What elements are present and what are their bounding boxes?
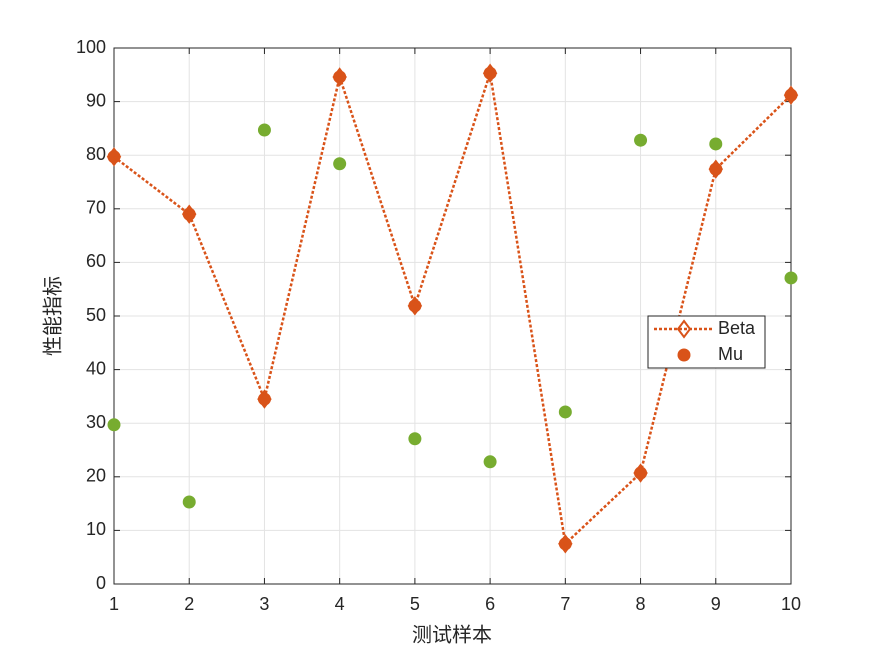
marker-circle — [483, 455, 497, 469]
marker-circle — [408, 432, 422, 446]
marker-circle — [257, 123, 271, 137]
y-tick-label: 10 — [86, 519, 106, 539]
legend-label: Beta — [718, 318, 756, 338]
x-tick-label: 4 — [335, 594, 345, 614]
marker-diamond — [783, 85, 799, 105]
y-axis-label: 性能指标 — [41, 276, 64, 356]
marker-circle — [558, 405, 572, 419]
x-tick-label: 7 — [560, 594, 570, 614]
y-tick-label: 0 — [96, 573, 106, 593]
marker-circle — [709, 162, 723, 176]
x-tick-label: 8 — [636, 594, 646, 614]
y-tick-label: 40 — [86, 358, 106, 378]
marker-circle — [709, 137, 723, 151]
y-tick-label: 30 — [86, 412, 106, 432]
y-tick-label: 70 — [86, 198, 106, 218]
marker-diamond — [257, 389, 272, 409]
marker-diamond — [633, 463, 648, 483]
x-tick-label: 6 — [485, 594, 495, 614]
marker-circle — [257, 392, 271, 406]
marker-diamond — [676, 319, 692, 339]
marker-circle — [677, 348, 691, 362]
marker-diamond — [181, 204, 197, 224]
x-tick-label: 9 — [711, 594, 721, 614]
marker-circle — [107, 418, 121, 432]
y-tick-label: 60 — [86, 251, 106, 271]
marker-circle — [333, 157, 347, 171]
marker-diamond — [558, 534, 573, 554]
legend-label: Mu — [718, 344, 743, 364]
x-tick-label: 5 — [410, 594, 420, 614]
x-tick-label: 10 — [781, 594, 801, 614]
x-tick-label: 2 — [184, 594, 194, 614]
y-tick-label: 80 — [86, 144, 106, 164]
marker-diamond — [708, 159, 724, 179]
marker-diamond — [332, 67, 347, 87]
x-tick-label: 3 — [259, 594, 269, 614]
x-axis-label: 测试样本 — [412, 623, 492, 646]
marker-diamond — [407, 296, 423, 316]
y-tick-label: 20 — [86, 466, 106, 486]
y-tick-label: 90 — [86, 90, 106, 110]
x-tick-label: 1 — [109, 594, 119, 614]
legend: Beta Mu — [647, 315, 766, 369]
y-tick-label: 50 — [86, 305, 106, 325]
marker-circle — [182, 495, 196, 509]
marker-circle — [634, 133, 648, 147]
marker-diamond — [106, 147, 122, 167]
marker-circle — [182, 207, 196, 221]
marker-circle — [784, 271, 798, 285]
legend-box — [647, 315, 766, 369]
marker-diamond — [482, 63, 498, 83]
y-tick-label: 100 — [76, 37, 106, 57]
